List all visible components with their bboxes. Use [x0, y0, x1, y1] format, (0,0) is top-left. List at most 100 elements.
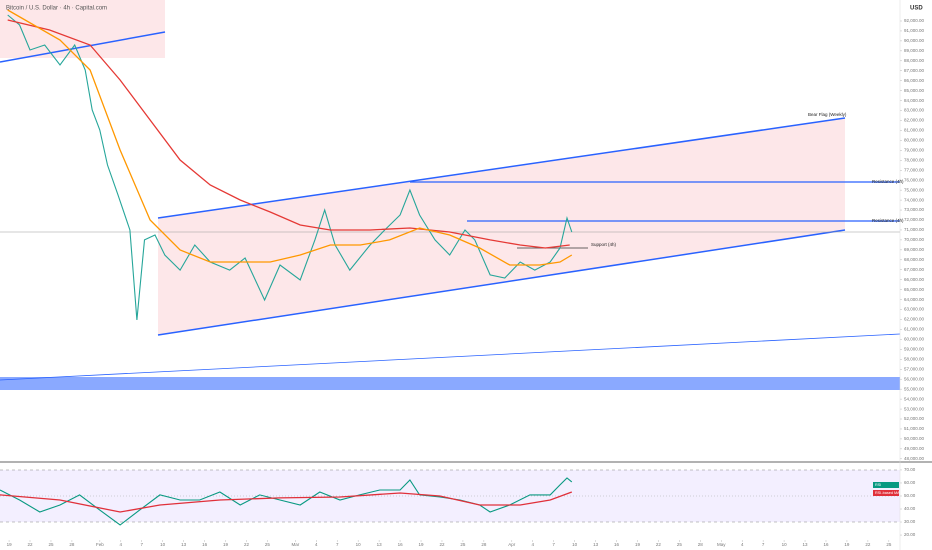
y-tick-label: 83,000.00 — [904, 108, 925, 113]
x-tick-label: 10 — [160, 542, 166, 547]
y-tick-label: 91,000.00 — [904, 28, 925, 33]
annotation: Resistance (4h) — [872, 218, 904, 223]
series-line — [7, 9, 573, 266]
x-tick-label: 16 — [614, 542, 620, 547]
y-tick-label: 70.00 — [904, 467, 916, 472]
long-trend — [0, 333, 901, 381]
y-tick-label: 40.00 — [904, 506, 916, 511]
annotation: Support (4h) — [591, 242, 617, 247]
y-tick-label: 68,000.00 — [904, 257, 925, 262]
x-tick-label: 22 — [439, 542, 445, 547]
x-tick-label: 7 — [140, 542, 143, 547]
y-tick-label: 78,000.00 — [904, 157, 925, 162]
x-tick-label: 19 — [223, 542, 229, 547]
y-tick-label: 72,000.00 — [904, 217, 925, 222]
y-tick-label: 92,000.00 — [904, 18, 925, 23]
y-tick-label: 74,000.00 — [904, 197, 925, 202]
x-tick-label: Apr — [508, 542, 516, 547]
x-tick-label: 16 — [398, 542, 404, 547]
x-tick-label: 7 — [552, 542, 555, 547]
y-tick-label: 71,000.00 — [904, 227, 925, 232]
x-tick-label: May — [717, 542, 726, 547]
y-tick-label: 88,000.00 — [904, 58, 925, 63]
y-tick-label: 85,000.00 — [904, 88, 925, 93]
y-tick-label: 82,000.00 — [904, 118, 925, 123]
legend-label: RSI — [875, 483, 881, 487]
y-tick-label: 79,000.00 — [904, 148, 925, 153]
x-tick-label: 13 — [593, 542, 599, 547]
y-tick-label: 20.00 — [904, 532, 916, 537]
annotation: Bear Flag (Weekly) — [808, 112, 847, 117]
y-tick-label: 48,000.00 — [904, 456, 925, 461]
y-tick-label: 52,000.00 — [904, 416, 925, 421]
x-tick-label: 16 — [202, 542, 208, 547]
y-tick-label: 64,000.00 — [904, 297, 925, 302]
y-tick-label: 87,000.00 — [904, 68, 925, 73]
y-tick-label: 86,000.00 — [904, 78, 925, 83]
y-tick-label: 57,000.00 — [904, 366, 925, 371]
y-tick-label: 50.00 — [904, 493, 916, 498]
x-tick-label: 22 — [244, 542, 250, 547]
y-tick-label: 90,000.00 — [904, 38, 925, 43]
x-tick-label: 10 — [356, 542, 362, 547]
annotation: Resistance (4h) — [872, 179, 904, 184]
x-tick-label: 25 — [48, 542, 54, 547]
y-tick-label: 69,000.00 — [904, 247, 925, 252]
y-tick-label: 61,000.00 — [904, 327, 925, 332]
y-tick-label: 56,000.00 — [904, 376, 925, 381]
y-tick-label: 66,000.00 — [904, 277, 925, 282]
y-tick-label: 55,000.00 — [904, 386, 925, 391]
y-tick-label: 65,000.00 — [904, 287, 925, 292]
chart-title: Bitcoin / U.S. Dollar · 4h · Capital.com — [6, 6, 107, 12]
series-line — [0, 477, 573, 526]
y-tick-label: 89,000.00 — [904, 48, 925, 53]
x-tick-label: 19 — [7, 542, 13, 547]
channel-upper — [157, 117, 846, 219]
x-tick-label: 7 — [336, 542, 339, 547]
currency: USD — [910, 6, 923, 12]
x-tick-label: 7 — [762, 542, 765, 547]
x-tick-label: 25 — [677, 542, 683, 547]
x-tick-label: 22 — [656, 542, 662, 547]
x-tick-label: 13 — [181, 542, 187, 547]
y-tick-label: 59,000.00 — [904, 347, 925, 352]
x-tick-label: 19 — [635, 542, 641, 547]
y-tick-label: 51,000.00 — [904, 426, 925, 431]
y-tick-label: 58,000.00 — [904, 356, 925, 361]
y-tick-label: 60,000.00 — [904, 337, 925, 342]
series-line — [7, 14, 573, 320]
y-tick-label: 54,000.00 — [904, 396, 925, 401]
x-tick-label: 10 — [782, 542, 788, 547]
x-tick-label: Mar — [291, 542, 299, 547]
x-tick-label: 19 — [844, 542, 850, 547]
x-tick-label: 25 — [265, 542, 271, 547]
x-tick-label: 25 — [460, 542, 466, 547]
y-tick-label: 63,000.00 — [904, 307, 925, 312]
x-tick-label: 4 — [741, 542, 744, 547]
trend-line — [0, 31, 166, 63]
y-tick-label: 60.00 — [904, 480, 916, 485]
y-tick-label: 76,000.00 — [904, 177, 925, 182]
y-tick-label: 49,000.00 — [904, 446, 925, 451]
x-tick-label: 13 — [803, 542, 809, 547]
x-tick-label: 19 — [419, 542, 425, 547]
y-tick-label: 62,000.00 — [904, 317, 925, 322]
x-tick-label: 16 — [823, 542, 829, 547]
y-tick-label: 50,000.00 — [904, 436, 925, 441]
y-tick-label: 30.00 — [904, 519, 916, 524]
x-tick-label: 4 — [315, 542, 318, 547]
x-tick-label: 4 — [531, 542, 534, 547]
x-tick-label: Feb — [96, 542, 104, 547]
y-tick-label: 80,000.00 — [904, 138, 925, 143]
legend-tag — [873, 490, 899, 496]
series-line — [7, 19, 570, 249]
y-tick-label: 75,000.00 — [904, 187, 925, 192]
legend-tag — [873, 482, 899, 488]
legend-label: RSI-based MA — [875, 491, 900, 495]
x-tick-label: 22 — [865, 542, 871, 547]
x-tick-label: 4 — [120, 542, 123, 547]
y-tick-label: 81,000.00 — [904, 128, 925, 133]
support-zone — [0, 377, 900, 390]
x-tick-label: 10 — [572, 542, 578, 547]
